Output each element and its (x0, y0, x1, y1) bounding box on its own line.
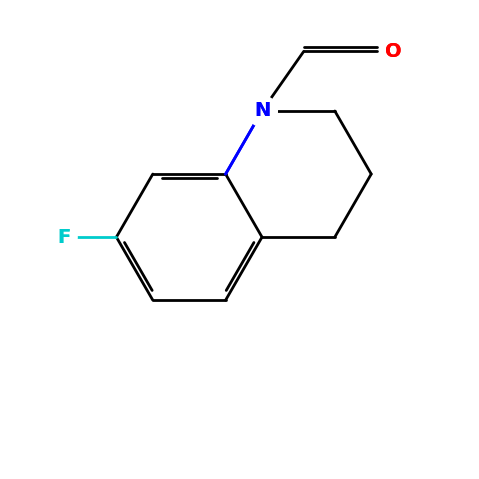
Circle shape (247, 96, 277, 126)
Text: O: O (385, 42, 402, 61)
Circle shape (50, 224, 77, 251)
Text: N: N (254, 102, 270, 121)
Text: N: N (254, 102, 270, 121)
Circle shape (380, 38, 407, 65)
Text: F: F (57, 228, 70, 247)
Text: O: O (385, 42, 402, 61)
Text: F: F (57, 228, 70, 247)
